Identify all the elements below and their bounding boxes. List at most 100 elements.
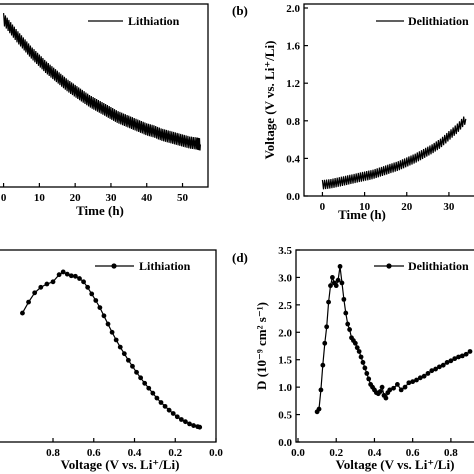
data-point: [337, 264, 343, 269]
data-point: [44, 281, 50, 287]
legend-label: Delithiation: [408, 14, 469, 28]
x-tick-label: 0.4: [128, 447, 142, 459]
data-point: [89, 291, 95, 297]
data-point: [64, 271, 70, 277]
data-point: [60, 269, 66, 275]
data-point: [394, 382, 400, 387]
x-tick-label: 50: [177, 192, 189, 204]
y-tick-label: 0.8: [286, 116, 300, 128]
legend-marker: [111, 263, 117, 269]
data-point: [68, 273, 74, 279]
data-point: [387, 387, 393, 393]
data-point: [347, 327, 352, 332]
legend-label: Lithiation: [128, 14, 180, 28]
data-point: [377, 389, 383, 394]
y-tick-label: 0.0: [278, 437, 292, 449]
data-point: [444, 360, 450, 365]
data-point: [81, 279, 86, 285]
data-point: [467, 349, 473, 354]
x-tick-label: 10: [34, 192, 46, 204]
data-point: [429, 368, 435, 374]
panel-b-legend: Delithiation: [376, 14, 469, 28]
x-axis-label: Voltage (V vs. Li⁺/Li): [61, 457, 180, 472]
data-point: [166, 407, 172, 413]
x-axis-label: Voltage (V vs. Li⁺/Li): [336, 457, 455, 472]
x-axis-label: Time (h): [338, 207, 386, 222]
data-point: [170, 411, 176, 416]
data-point: [354, 345, 360, 351]
data-point: [456, 354, 461, 360]
data-point: [358, 354, 364, 360]
panel-letter-b: (b): [232, 3, 248, 18]
panel-a: 0 10 20 30 40 50 Lithiation Time (h): [0, 3, 209, 218]
data-point: [335, 277, 341, 283]
data-point: [437, 364, 442, 370]
series-line: [21, 271, 200, 428]
x-tick-label: 10: [359, 201, 371, 213]
y-tick-label: 0.0: [286, 191, 300, 203]
data-point: [448, 358, 454, 364]
data-point: [56, 272, 62, 278]
panel-a-legend: Lithiation: [88, 14, 180, 28]
y-tick-label: 1.2: [286, 78, 300, 90]
y-tick-label: 2.5: [278, 300, 292, 312]
data-point: [183, 419, 188, 425]
data-point: [320, 362, 326, 368]
panel-d-series: [314, 264, 473, 415]
data-point: [73, 273, 78, 279]
x-tick-label: 40: [141, 192, 153, 204]
y-tick-label: 2.0: [278, 327, 292, 339]
x-tick-label: 0.4: [368, 447, 382, 459]
data-point: [26, 299, 31, 305]
panel-d-ticks: 0.0 0.2 0.4 0.6 0.8 0.0 0.5 1.0 1.5 2.0 2.5 3.0 3.5: [278, 245, 458, 459]
data-point: [117, 344, 123, 350]
data-point: [362, 365, 368, 371]
data-point: [191, 423, 196, 428]
data-point: [328, 283, 333, 289]
data-point: [452, 356, 458, 362]
data-point: [352, 340, 358, 346]
data-point: [101, 313, 107, 319]
data-point: [197, 424, 203, 430]
panel-c: 0.8 0.6 0.4 0.2 0.0 Lithiation Voltage (V vs…: [0, 249, 223, 472]
data-point: [402, 384, 408, 390]
data-point: [121, 351, 127, 357]
x-tick-label: 0.8: [46, 447, 60, 459]
panel-c-frame: [0, 249, 217, 443]
data-point: [421, 373, 427, 379]
data-point: [425, 371, 431, 376]
data-point: [459, 353, 465, 359]
data-point: [391, 385, 396, 391]
data-point: [333, 283, 339, 289]
y-axis-label: D (10⁻⁹ cm² s⁻¹): [254, 302, 269, 390]
x-tick-label: 0: [1, 192, 7, 204]
data-point: [417, 375, 423, 381]
legend-label: Lithiation: [139, 259, 191, 273]
data-point: [138, 375, 144, 381]
data-point: [38, 284, 44, 290]
data-point: [130, 363, 135, 369]
data-point: [366, 376, 372, 382]
data-point: [463, 351, 469, 357]
data-point: [339, 280, 345, 286]
data-point: [105, 321, 111, 327]
panel-d: (d) 0.0 0.2 0.4 0.6 0.8 0.0 0.5 1.0 1.5 2.0 2.5 3.0…: [232, 245, 474, 472]
y-tick-label: 0.4: [286, 153, 300, 165]
data-point: [433, 366, 438, 372]
data-point: [324, 324, 330, 330]
y-tick-label: 3.0: [278, 272, 292, 284]
x-tick-label: 20: [70, 192, 82, 204]
y-tick-label: 1.0: [278, 382, 292, 394]
panel-c-series: [20, 269, 203, 430]
y-tick-label: 3.5: [278, 245, 292, 257]
x-tick-label: 0.0: [209, 447, 223, 459]
panel-c-legend: Lithiation: [95, 259, 191, 273]
series-line: [321, 116, 467, 190]
panel-a-ticks: 0 10 20 30 40 50: [1, 183, 189, 204]
data-point: [77, 276, 82, 281]
data-point: [150, 390, 156, 396]
data-point: [109, 329, 115, 335]
data-point: [406, 380, 412, 386]
data-point: [414, 377, 419, 383]
